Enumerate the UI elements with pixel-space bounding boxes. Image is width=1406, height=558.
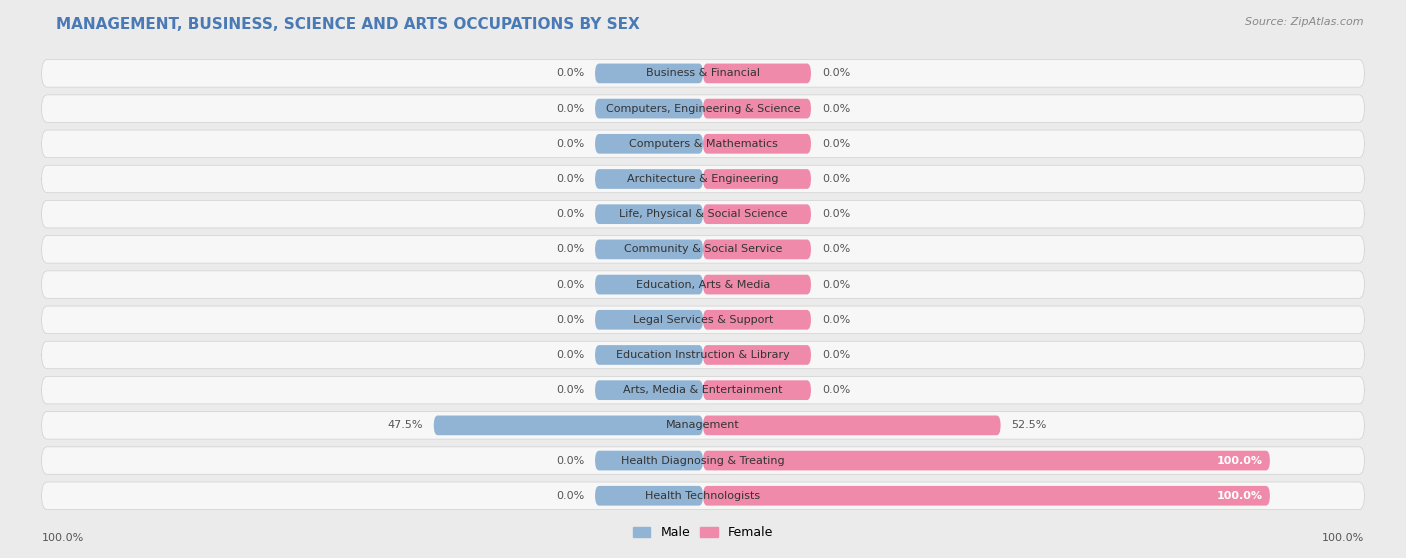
FancyBboxPatch shape <box>595 64 703 83</box>
Text: Health Diagnosing & Treating: Health Diagnosing & Treating <box>621 455 785 465</box>
Text: 0.0%: 0.0% <box>555 244 585 254</box>
Text: Business & Financial: Business & Financial <box>645 69 761 78</box>
FancyBboxPatch shape <box>595 451 703 470</box>
FancyBboxPatch shape <box>42 341 1364 369</box>
FancyBboxPatch shape <box>703 239 811 259</box>
Text: 100.0%: 100.0% <box>1218 491 1263 501</box>
Text: Life, Physical & Social Science: Life, Physical & Social Science <box>619 209 787 219</box>
Text: 0.0%: 0.0% <box>555 209 585 219</box>
FancyBboxPatch shape <box>703 169 811 189</box>
FancyBboxPatch shape <box>703 134 811 153</box>
FancyBboxPatch shape <box>703 204 811 224</box>
Text: Health Technologists: Health Technologists <box>645 491 761 501</box>
Text: 0.0%: 0.0% <box>821 350 851 360</box>
Text: Arts, Media & Entertainment: Arts, Media & Entertainment <box>623 385 783 395</box>
Text: 0.0%: 0.0% <box>821 315 851 325</box>
FancyBboxPatch shape <box>703 381 811 400</box>
FancyBboxPatch shape <box>42 200 1364 228</box>
Text: 0.0%: 0.0% <box>555 174 585 184</box>
Text: 0.0%: 0.0% <box>555 280 585 290</box>
FancyBboxPatch shape <box>433 416 703 435</box>
FancyBboxPatch shape <box>703 310 811 330</box>
Text: Education Instruction & Library: Education Instruction & Library <box>616 350 790 360</box>
Text: 0.0%: 0.0% <box>555 315 585 325</box>
Text: 0.0%: 0.0% <box>555 385 585 395</box>
Text: 0.0%: 0.0% <box>555 455 585 465</box>
FancyBboxPatch shape <box>703 416 1001 435</box>
FancyBboxPatch shape <box>595 204 703 224</box>
FancyBboxPatch shape <box>42 306 1364 334</box>
FancyBboxPatch shape <box>595 275 703 295</box>
Text: 0.0%: 0.0% <box>821 69 851 78</box>
FancyBboxPatch shape <box>42 130 1364 157</box>
FancyBboxPatch shape <box>703 451 1270 470</box>
Legend: Male, Female: Male, Female <box>633 526 773 539</box>
FancyBboxPatch shape <box>42 377 1364 404</box>
Text: 0.0%: 0.0% <box>821 209 851 219</box>
FancyBboxPatch shape <box>42 482 1364 509</box>
Text: 47.5%: 47.5% <box>388 420 423 430</box>
Text: Management: Management <box>666 420 740 430</box>
FancyBboxPatch shape <box>42 271 1364 299</box>
FancyBboxPatch shape <box>42 165 1364 193</box>
Text: Computers, Engineering & Science: Computers, Engineering & Science <box>606 104 800 114</box>
Text: 0.0%: 0.0% <box>555 491 585 501</box>
Text: 100.0%: 100.0% <box>1218 455 1263 465</box>
Text: 0.0%: 0.0% <box>821 385 851 395</box>
FancyBboxPatch shape <box>42 60 1364 87</box>
Text: 0.0%: 0.0% <box>821 280 851 290</box>
Text: Education, Arts & Media: Education, Arts & Media <box>636 280 770 290</box>
FancyBboxPatch shape <box>595 345 703 365</box>
Text: 0.0%: 0.0% <box>821 104 851 114</box>
FancyBboxPatch shape <box>595 134 703 153</box>
Text: Architecture & Engineering: Architecture & Engineering <box>627 174 779 184</box>
FancyBboxPatch shape <box>703 64 811 83</box>
FancyBboxPatch shape <box>42 95 1364 122</box>
FancyBboxPatch shape <box>703 345 811 365</box>
Text: Computers & Mathematics: Computers & Mathematics <box>628 139 778 149</box>
Text: 0.0%: 0.0% <box>555 104 585 114</box>
FancyBboxPatch shape <box>595 239 703 259</box>
FancyBboxPatch shape <box>595 381 703 400</box>
Text: 100.0%: 100.0% <box>1322 533 1364 543</box>
FancyBboxPatch shape <box>595 99 703 118</box>
FancyBboxPatch shape <box>595 486 703 506</box>
FancyBboxPatch shape <box>595 169 703 189</box>
FancyBboxPatch shape <box>42 447 1364 474</box>
FancyBboxPatch shape <box>42 412 1364 439</box>
FancyBboxPatch shape <box>42 235 1364 263</box>
Text: MANAGEMENT, BUSINESS, SCIENCE AND ARTS OCCUPATIONS BY SEX: MANAGEMENT, BUSINESS, SCIENCE AND ARTS O… <box>56 17 640 32</box>
Text: 0.0%: 0.0% <box>555 139 585 149</box>
Text: 0.0%: 0.0% <box>821 174 851 184</box>
Text: 0.0%: 0.0% <box>821 139 851 149</box>
Text: 0.0%: 0.0% <box>555 69 585 78</box>
Text: Source: ZipAtlas.com: Source: ZipAtlas.com <box>1246 17 1364 27</box>
Text: 100.0%: 100.0% <box>42 533 84 543</box>
Text: Community & Social Service: Community & Social Service <box>624 244 782 254</box>
Text: 0.0%: 0.0% <box>555 350 585 360</box>
FancyBboxPatch shape <box>703 99 811 118</box>
Text: 52.5%: 52.5% <box>1011 420 1047 430</box>
Text: Legal Services & Support: Legal Services & Support <box>633 315 773 325</box>
FancyBboxPatch shape <box>703 486 1270 506</box>
FancyBboxPatch shape <box>703 275 811 295</box>
Text: 0.0%: 0.0% <box>821 244 851 254</box>
FancyBboxPatch shape <box>595 310 703 330</box>
